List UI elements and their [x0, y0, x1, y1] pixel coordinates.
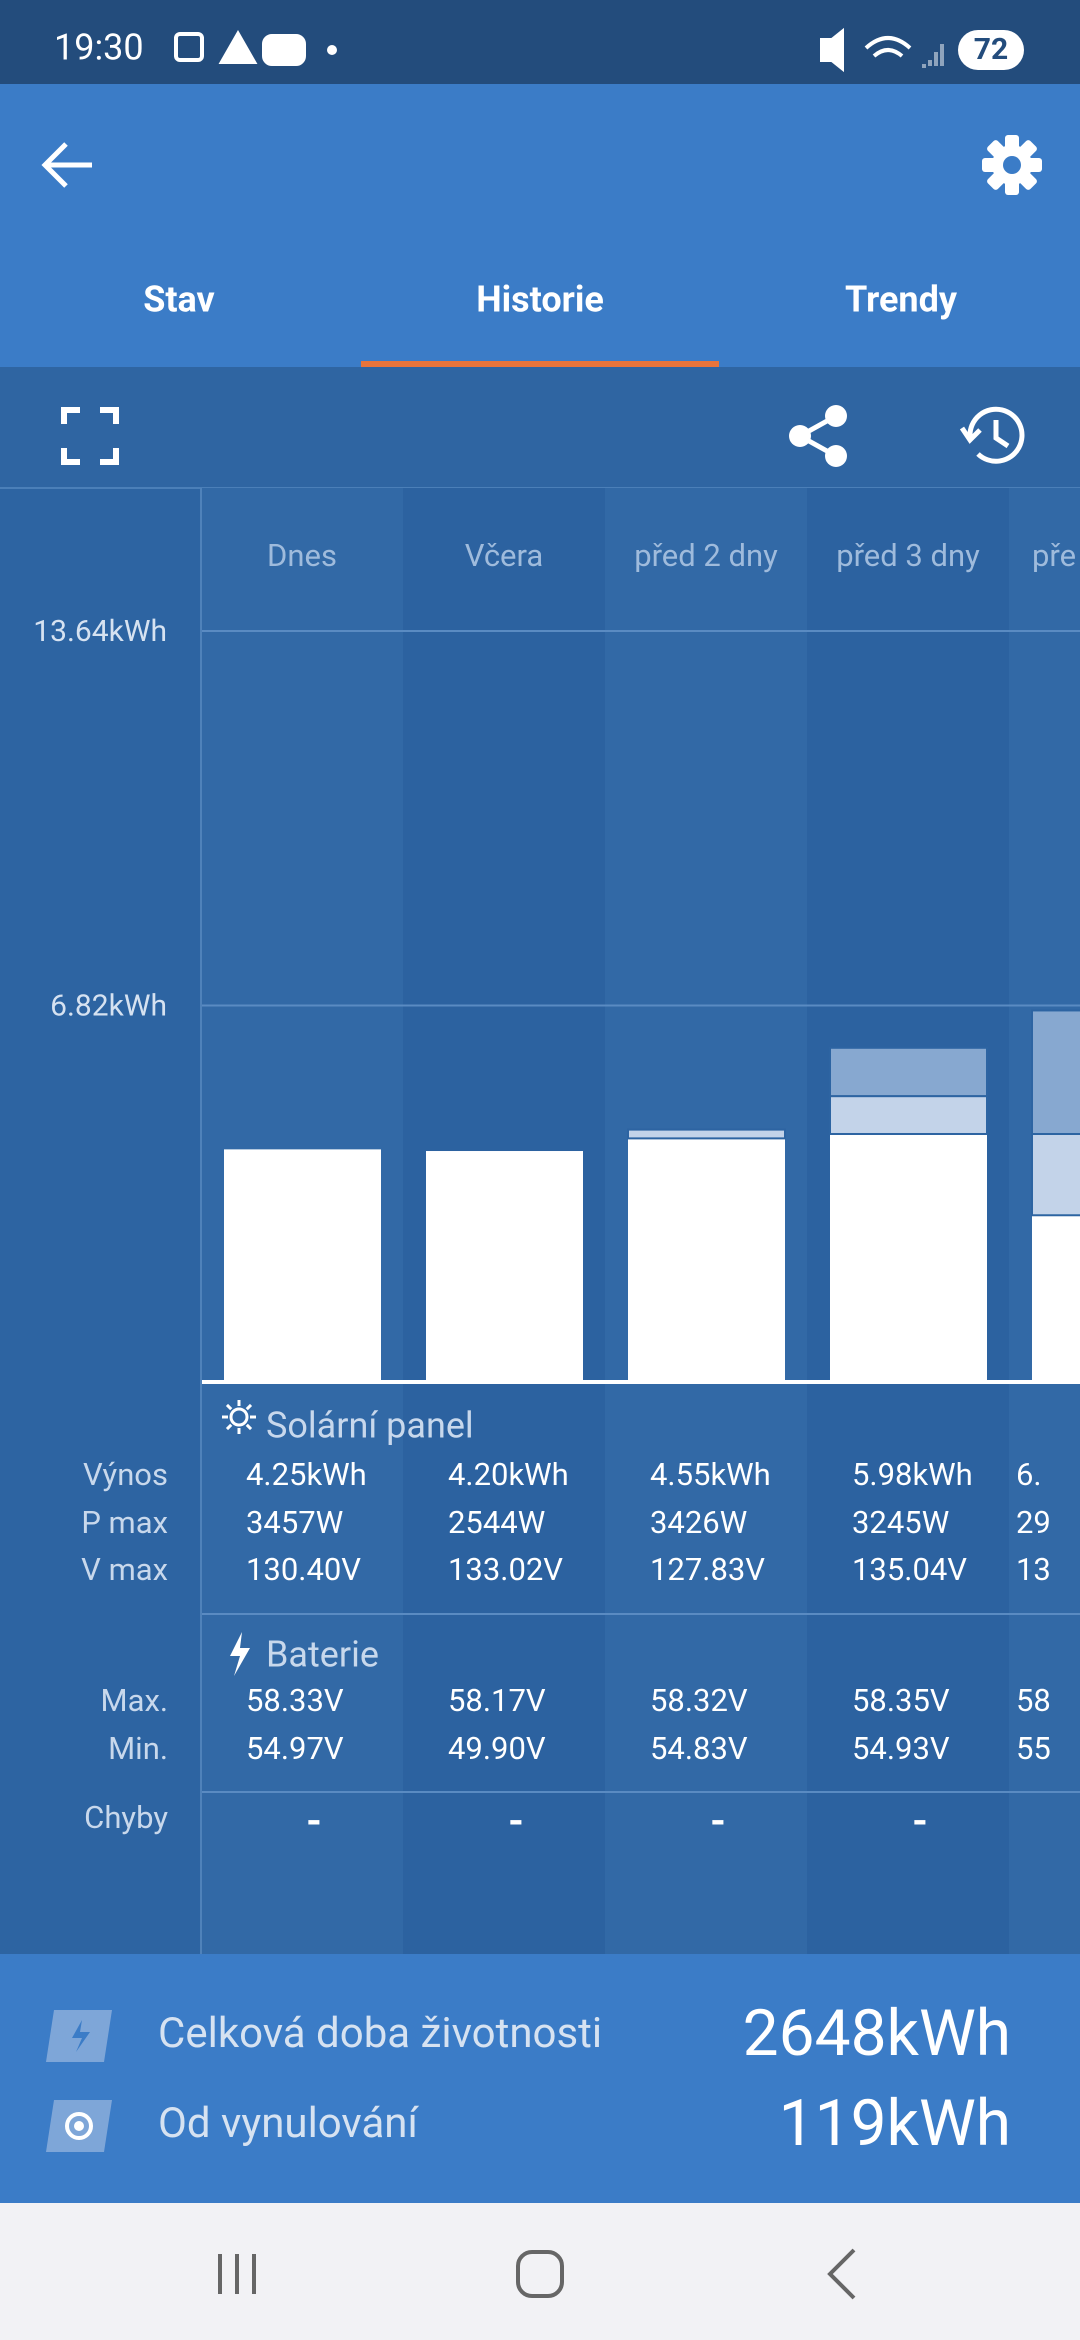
bar-segment: [830, 1133, 987, 1380]
bar-segment: [224, 1149, 381, 1380]
footer-value: 2648kWh: [743, 1996, 1011, 2071]
tab[interactable]: Trendy: [845, 279, 958, 321]
y-tick-label: 6.82kWh: [50, 988, 167, 1023]
nav-back-button[interactable]: [827, 2248, 856, 2300]
footer-value: 119kWh: [779, 2086, 1011, 2161]
battery-pill: [958, 30, 1024, 70]
cell-value: 3457W: [246, 1504, 343, 1541]
cell-value: 58.32V: [650, 1682, 748, 1719]
cell-value: -: [306, 1798, 322, 1845]
cell-value: 4.55kWh: [650, 1456, 771, 1493]
bolt-icon: [230, 1632, 250, 1676]
bar-segment: [829, 1046, 988, 1098]
bar-segment: [628, 1138, 785, 1380]
x-tick-label: Včera: [465, 537, 544, 574]
row-label: Min.: [108, 1730, 168, 1767]
settings-button[interactable]: [982, 135, 1042, 195]
cell-value: -: [508, 1798, 524, 1845]
cell-value: 4.20kWh: [448, 1456, 569, 1493]
app-bar: [0, 84, 1080, 367]
x-tick-label: Dnes: [267, 537, 337, 574]
cell-value: 135.04V: [852, 1551, 967, 1588]
cell-value: 130.40V: [246, 1551, 361, 1588]
tab[interactable]: Stav: [143, 279, 215, 321]
tab-indicator: [361, 361, 719, 367]
cell-value: 6.: [1016, 1456, 1042, 1493]
sun-icon: [222, 1400, 256, 1434]
cell-value: 54.93V: [852, 1730, 950, 1767]
x-tick-label: před 2 dny: [634, 537, 778, 574]
row-label: V max: [81, 1551, 168, 1588]
tab[interactable]: Historie: [476, 279, 604, 321]
bar-segment: [1032, 1215, 1080, 1380]
row-label: Výnos: [83, 1456, 168, 1493]
recents-button[interactable]: [218, 2254, 256, 2294]
cell-value: 58.33V: [246, 1682, 344, 1719]
bar-segment: [829, 1095, 988, 1135]
cell-value: 54.83V: [650, 1730, 748, 1767]
cell-value: 55: [1016, 1730, 1051, 1767]
status-icons: [174, 27, 944, 73]
cell-value: 133.02V: [448, 1551, 563, 1588]
battery-level: 72: [974, 32, 1008, 67]
cell-value: 3245W: [852, 1504, 949, 1541]
home-button[interactable]: [516, 2250, 564, 2298]
nav-bar: [0, 2203, 1080, 2340]
cell-value: 4.25kWh: [246, 1456, 367, 1493]
cell-value: 2544W: [448, 1504, 545, 1541]
footer-label: Celková doba životnosti: [158, 2009, 602, 2058]
bar-segment: [1031, 1132, 1080, 1217]
x-tick-label: pře: [1032, 537, 1076, 574]
toolbar: [0, 367, 1080, 488]
cell-value: 58: [1016, 1682, 1051, 1719]
section-title: Baterie: [266, 1634, 379, 1676]
footer-label: Od vynulování: [158, 2099, 419, 2148]
cell-value: 5.98kWh: [852, 1456, 973, 1493]
bar-segment: [1031, 1009, 1080, 1135]
cell-value: 29: [1016, 1504, 1051, 1541]
cell-value: 13: [1016, 1551, 1051, 1588]
history-button[interactable]: [959, 406, 1025, 464]
footer: [0, 1954, 1080, 2203]
footer-icons: [46, 2010, 112, 2152]
cell-value: 54.97V: [246, 1730, 344, 1767]
row-label: Max.: [101, 1682, 168, 1719]
cell-value: 127.83V: [650, 1551, 765, 1588]
back-button[interactable]: [41, 142, 92, 188]
row-label: P max: [81, 1504, 168, 1541]
share-button[interactable]: [789, 405, 847, 467]
status-bar: [0, 0, 1080, 84]
cell-value: -: [912, 1798, 928, 1845]
section-title: Solární panel: [266, 1405, 474, 1447]
cell-value: -: [710, 1798, 726, 1845]
fullscreen-button[interactable]: [61, 407, 119, 465]
y-tick-label: 13.64kWh: [33, 614, 167, 649]
cell-value: 49.90V: [448, 1730, 546, 1767]
bar-segment: [426, 1151, 583, 1380]
x-tick-label: před 3 dny: [836, 537, 980, 574]
bar-segment: [627, 1128, 786, 1140]
cell-value: 58.17V: [448, 1682, 546, 1719]
cell-value: 58.35V: [852, 1682, 950, 1719]
status-time: 19:30: [54, 27, 144, 69]
row-label: Chyby: [84, 1799, 168, 1836]
cell-value: 3426W: [650, 1504, 747, 1541]
